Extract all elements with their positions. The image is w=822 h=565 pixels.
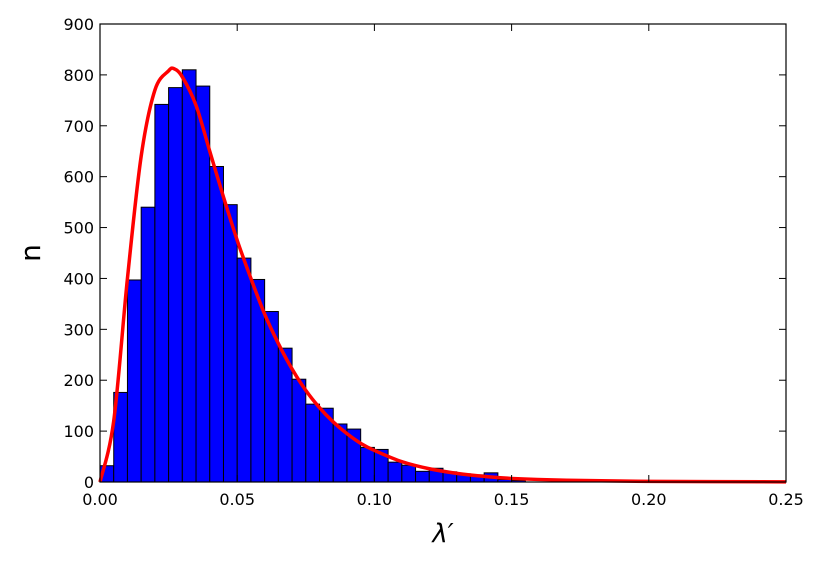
y-tick-label: 0 [84,473,94,492]
histogram-bar [126,279,142,483]
histogram-bar [222,204,238,483]
y-tick-label: 800 [63,66,94,85]
fit-curve [98,66,787,484]
x-tick-label: 0.05 [219,490,255,509]
x-tick-label: 0.00 [82,490,118,509]
y-axis-title: n [14,244,47,262]
y-tick-label: 300 [63,320,94,339]
histogram-bar [360,446,375,483]
histogram-bar [140,206,156,483]
x-tick-label: 0.15 [494,490,530,509]
x-tick-label: 0.10 [357,490,393,509]
histogram-bar [387,461,403,483]
histogram-bar [415,470,430,483]
histogram-bar [401,464,417,483]
histogram-bar [168,87,183,483]
y-tick-label: 200 [63,371,94,390]
y-tick-label: 900 [63,15,94,34]
y-tick-label: 500 [63,219,94,238]
y-tick-label: 600 [63,168,94,187]
y-tick-label: 100 [63,422,94,441]
x-tick-label: 0.20 [631,490,667,509]
histogram-bars [99,69,526,483]
histogram-bar [291,378,307,483]
histogram-bar [181,69,197,483]
y-tick-label: 700 [63,117,94,136]
x-axis-title: λ′ [430,519,453,549]
x-tick-label: 0.25 [768,490,804,509]
axis-ticks: 0.00 0.05 0.10 0.15 0.20 0.25 0 100 200 300 400 500… [63,15,803,509]
histogram-bar [305,403,321,483]
y-tick-label: 400 [63,269,94,288]
histogram-bar [209,165,224,483]
histogram-bar [154,103,170,483]
histogram-bar [236,257,252,483]
plot-frame [99,23,787,483]
